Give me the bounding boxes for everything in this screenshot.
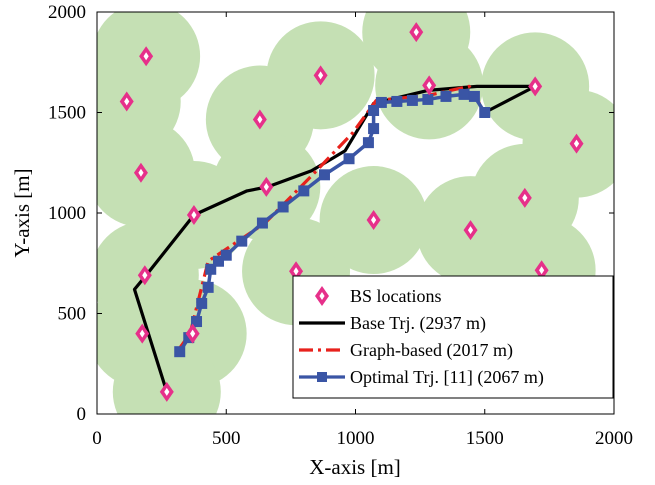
trajectory-marker xyxy=(220,249,232,261)
legend-label: Optimal Trj. [11] (2067 m) xyxy=(350,367,544,388)
trajectory-marker xyxy=(458,88,470,100)
bs-location-marker xyxy=(139,46,154,67)
legend: BS locations Base Trj. (2937 m) Graph-base… xyxy=(292,275,614,399)
trajectory-marker xyxy=(368,104,380,116)
trajectory-marker xyxy=(236,235,248,247)
x-tick-label: 1000 xyxy=(337,428,375,449)
bs-location-marker xyxy=(186,205,201,226)
trajectory-marker xyxy=(298,185,310,197)
x-tick-label: 1500 xyxy=(466,428,504,449)
bs-marker-layer xyxy=(119,22,584,402)
coverage-region xyxy=(112,337,221,414)
bs-location-marker xyxy=(569,133,584,154)
trajectory-marker xyxy=(174,346,186,358)
y-tick-label: 1000 xyxy=(48,203,86,224)
legend-entry: Graph-based (2017 m) xyxy=(299,340,513,361)
x-tick-label: 0 xyxy=(92,428,102,449)
trajectory-marker xyxy=(202,281,214,293)
legend-label: BS locations xyxy=(350,286,442,306)
trajectory-marker xyxy=(277,201,289,213)
bs-location-marker xyxy=(517,187,532,208)
coverage-area xyxy=(97,12,614,414)
trajectory-marker xyxy=(391,95,403,107)
y-tick-label: 500 xyxy=(58,304,87,325)
legend-symbol xyxy=(315,286,329,306)
y-tick-label: 2000 xyxy=(48,2,86,23)
legend-label: Graph-based (2017 m) xyxy=(350,340,513,361)
trajectory-marker xyxy=(362,137,374,149)
y-axis-label: Y-axis [m] xyxy=(10,168,34,257)
trajectory-line xyxy=(175,84,487,353)
trajectory-marker xyxy=(256,217,268,229)
trajectory-marker xyxy=(205,263,217,275)
bs-location-marker xyxy=(409,22,424,43)
trajectory-marker xyxy=(368,123,380,135)
legend-box xyxy=(292,275,614,399)
x-axis-label: X-axis [m] xyxy=(309,455,401,479)
bs-location-marker xyxy=(252,109,267,130)
bs-location-marker xyxy=(185,323,200,344)
trajectory-marker xyxy=(375,96,387,108)
trajectory-marker xyxy=(212,255,224,267)
y-tick-label: 0 xyxy=(77,404,87,425)
bs-location-marker xyxy=(133,162,148,183)
bs-location-marker xyxy=(422,75,437,96)
x-tick-label: 2000 xyxy=(595,428,633,449)
trajectory-marker xyxy=(468,90,480,102)
bs-location-marker xyxy=(137,265,152,286)
bs-location-marker xyxy=(528,76,543,97)
legend-entry: Optimal Trj. [11] (2067 m) xyxy=(299,367,544,388)
bs-location-marker xyxy=(534,260,549,281)
bs-location-marker xyxy=(159,381,174,402)
bs-location-marker xyxy=(119,91,134,112)
trajectory-marker xyxy=(422,93,434,105)
bs-location-marker xyxy=(366,210,381,231)
trajectory-marker xyxy=(479,107,491,118)
legend-entry: BS locations xyxy=(315,286,442,306)
trajectory-marker xyxy=(191,316,203,328)
bs-location-marker xyxy=(313,65,328,86)
legend-entry: Base Trj. (2937 m) xyxy=(299,313,486,334)
trajectory-marker xyxy=(318,169,330,181)
trajectory-marker xyxy=(440,90,452,102)
trajectory-marker xyxy=(196,297,208,309)
legend-square xyxy=(317,372,327,382)
legend-label: Base Trj. (2937 m) xyxy=(350,313,486,334)
bs-location-marker xyxy=(135,323,150,344)
axes: 0 500 1000 1500 2000 0 500 1000 1500 2000 xyxy=(48,2,633,449)
trajectory-marker xyxy=(343,153,355,165)
bs-location-marker xyxy=(463,220,478,241)
y-tick-label: 1500 xyxy=(48,103,86,124)
trajectory-marker xyxy=(406,94,418,106)
bs-location-marker xyxy=(259,176,274,197)
x-tick-label: 500 xyxy=(212,428,241,449)
